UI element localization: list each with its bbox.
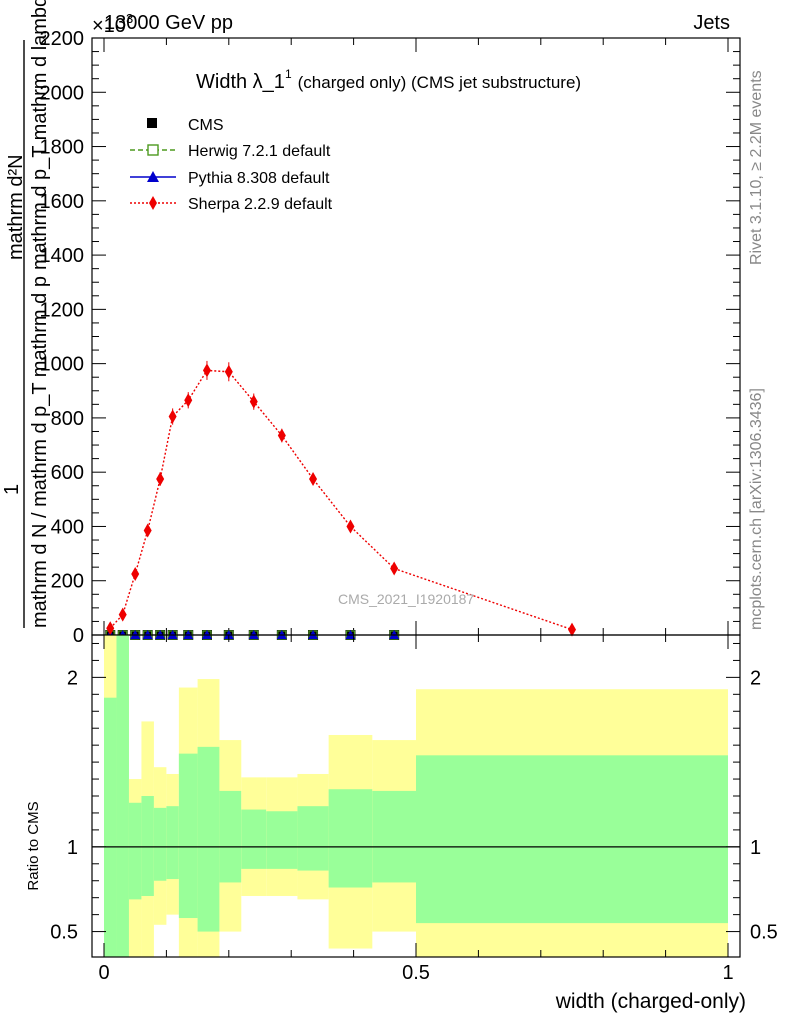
ratio-xtick-label: 0 [98, 962, 109, 984]
ratio-inner-band [416, 755, 728, 924]
ratio-xtick-label: 0.5 [402, 962, 430, 984]
sherpa-point [249, 394, 258, 409]
legend: CMS Herwig 7.2.1 default Pythia 8.308 de… [130, 117, 333, 213]
ratio-ytick-label: 2 [67, 667, 78, 689]
ylabel-bottom: mathrm d N / mathrm d p_T mathrm d p [29, 276, 51, 628]
ratio-ytick-label: 1 [67, 837, 78, 859]
sherpa-point [156, 471, 165, 486]
ratio-axes: 0.5 0.5 1 1 2 2 0 0.5 1 [50, 634, 778, 984]
sherpa-point [184, 393, 193, 408]
mcplots-label: mcplots.cern.ch [arXiv:1306.3436] [748, 388, 765, 630]
main-ytick-label: 800 [51, 408, 84, 430]
rivet-label: Rivet 3.1.10, ≥ 2.2M events [748, 70, 765, 265]
legend-cms-marker [147, 118, 157, 128]
category-label: Jets [693, 12, 730, 34]
ratio-inner-band [128, 802, 142, 900]
sherpa-point [309, 471, 318, 486]
legend-pythia-label: Pythia 8.308 default [188, 170, 330, 187]
main-ytick-label: 1800 [40, 137, 85, 159]
legend-sherpa-marker [149, 196, 157, 210]
sherpa-point [224, 364, 233, 379]
ylabel-one: 1 [1, 484, 23, 495]
ratio-inner-band [141, 796, 154, 896]
energy-label: 13000 GeV pp [104, 12, 233, 34]
sherpa-point [143, 523, 152, 538]
ylabel-top-extra: mathrm d p_T mathrm d lambda [29, 0, 51, 270]
ratio-inner-band [266, 811, 298, 869]
ylabel-top: mathrm d²N [5, 154, 27, 260]
exponent-label: ×103 [92, 11, 133, 37]
ratio-ylabel: Ratio to CMS [25, 801, 42, 890]
sherpa-point [277, 428, 286, 443]
main-axes: 0 200 400 600 800 1000 1200 1400 1600 1800 2000 220… [40, 28, 741, 647]
ratio-inner-band [116, 635, 129, 957]
legend-pythia-marker [147, 171, 159, 182]
sherpa-point [346, 519, 355, 534]
sherpa-point [568, 622, 576, 637]
main-ytick-label: 1600 [40, 191, 85, 213]
ratio-inner-band [153, 807, 167, 881]
ratio-xtick-label: 1 [722, 962, 733, 984]
ratio-ytick-label-right: 0.5 [750, 922, 778, 944]
main-ylabel: mathrm d²N mathrm d p_T mathrm d lambda … [1, 0, 51, 628]
legend-herwig-label: Herwig 7.2.1 default [188, 143, 331, 160]
sherpa-point [390, 561, 399, 576]
ratio-inner-band [104, 697, 117, 957]
sherpa-point [106, 621, 115, 636]
main-ytick-label: 2000 [40, 82, 85, 104]
main-ytick-label: 1200 [40, 299, 85, 321]
legend-cms-label: CMS [188, 117, 224, 134]
main-ytick-label: 600 [51, 462, 84, 484]
ratio-ytick-label: 0.5 [50, 922, 78, 944]
main-ytick-label: 1400 [40, 245, 85, 267]
chart-title: Width λ_11 (charged only) (CMS jet substr… [196, 67, 581, 93]
sherpa-point [118, 607, 127, 622]
ratio-ytick-label-right: 1 [750, 837, 761, 859]
main-ytick-label: 2200 [40, 28, 85, 50]
ratio-ytick-label-right: 2 [750, 667, 761, 689]
legend-herwig-marker [147, 144, 159, 156]
ratio-inner-band [297, 806, 329, 871]
sherpa-point [202, 363, 211, 378]
ratio-inner-band [219, 790, 242, 883]
ratio-inner-band [197, 746, 220, 932]
ratio-inner-band [178, 753, 198, 919]
ratio-inner-band [166, 806, 179, 880]
main-ytick-label: 0 [73, 625, 84, 647]
sherpa-point [131, 566, 140, 581]
ratio-inner-band [328, 789, 373, 888]
xlabel: width (charged-only) [555, 990, 746, 1013]
sherpa-point [168, 409, 177, 424]
main-ytick-label: 400 [51, 516, 84, 538]
ratio-inner-band [372, 790, 416, 883]
legend-sherpa-label: Sherpa 2.2.9 default [188, 196, 333, 213]
analysis-watermark: CMS_2021_I1920187 [338, 591, 474, 607]
main-ytick-label: 1000 [40, 354, 85, 376]
ratio-bands [104, 635, 728, 957]
main-ytick-label: 200 [51, 571, 84, 593]
ratio-inner-band [241, 809, 267, 869]
